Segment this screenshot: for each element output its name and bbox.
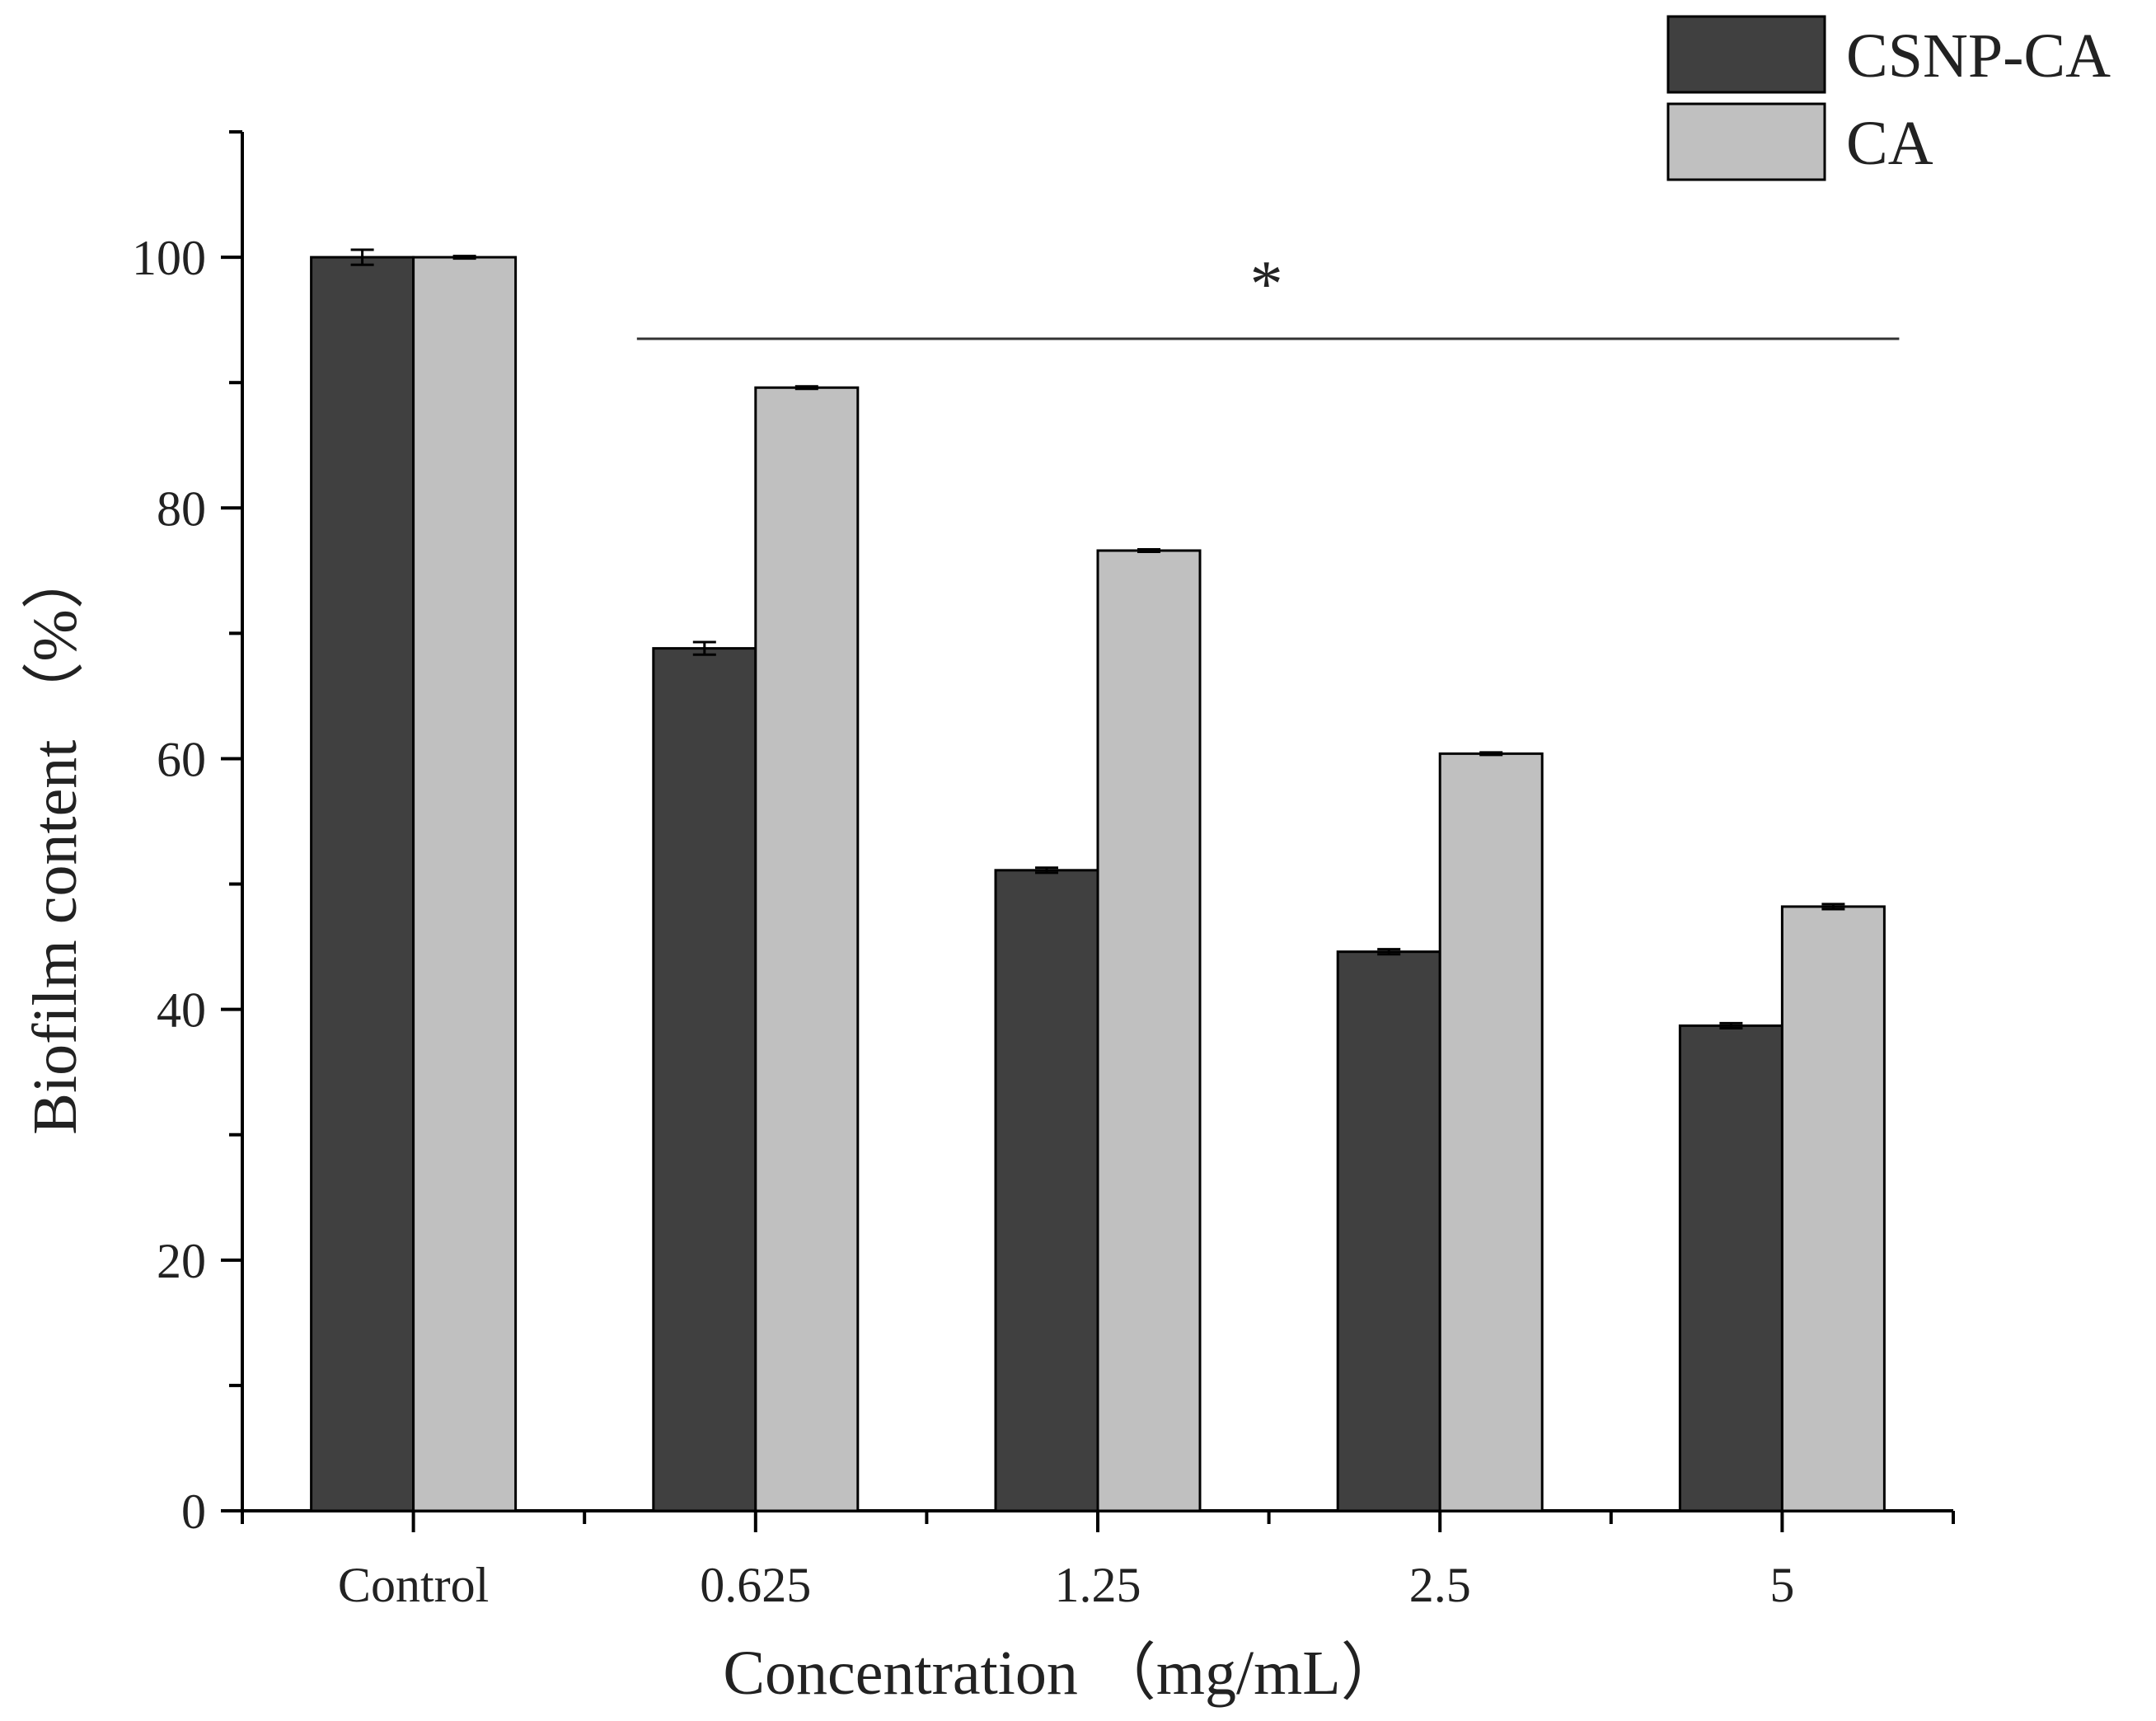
axes: 0 20 40 60 80 100 Control 0.625 1.25 2.5 5 — [132, 130, 1955, 1612]
y-tick-label: 40 — [157, 983, 206, 1038]
error-bars — [350, 248, 1845, 1029]
significance-star: * — [1250, 248, 1283, 321]
legend-swatch — [1666, 102, 1826, 181]
x-tick-label: 0.625 — [700, 1558, 811, 1612]
legend-swatch — [1666, 15, 1826, 94]
y-tick-label: 0 — [181, 1484, 206, 1539]
y-tick-label: 100 — [132, 231, 206, 285]
bar-ca — [754, 386, 860, 1512]
bar-ca — [1096, 549, 1202, 1512]
bar-ca — [412, 256, 518, 1512]
y-tick-label: 20 — [157, 1234, 206, 1288]
legend-label: CA — [1846, 109, 1933, 178]
bar-csnp-ca — [994, 869, 1099, 1512]
y-tick-label: 60 — [157, 732, 206, 786]
bar-csnp-ca — [1336, 950, 1441, 1512]
x-tick-label: 1.25 — [1055, 1558, 1141, 1612]
bar-csnp-ca — [310, 256, 415, 1512]
x-axis-title: Concentration （mg/mL） — [723, 1639, 1403, 1708]
legend-label: CSNP-CA — [1846, 21, 2111, 91]
x-tick-label: 2.5 — [1409, 1558, 1471, 1612]
legend: CSNP-CA CA — [1666, 15, 2111, 181]
bars — [310, 256, 1886, 1512]
bar-ca — [1780, 905, 1886, 1512]
annotations: * — [636, 248, 1900, 340]
bar-csnp-ca — [652, 647, 757, 1512]
y-tick-label: 80 — [157, 481, 206, 536]
y-axis-title: Biofilm content （%） — [21, 546, 90, 1134]
bar-ca — [1438, 752, 1544, 1512]
bar-csnp-ca — [1678, 1024, 1783, 1512]
x-tick-label: Control — [338, 1558, 489, 1612]
x-tick-label: 5 — [1769, 1558, 1794, 1612]
